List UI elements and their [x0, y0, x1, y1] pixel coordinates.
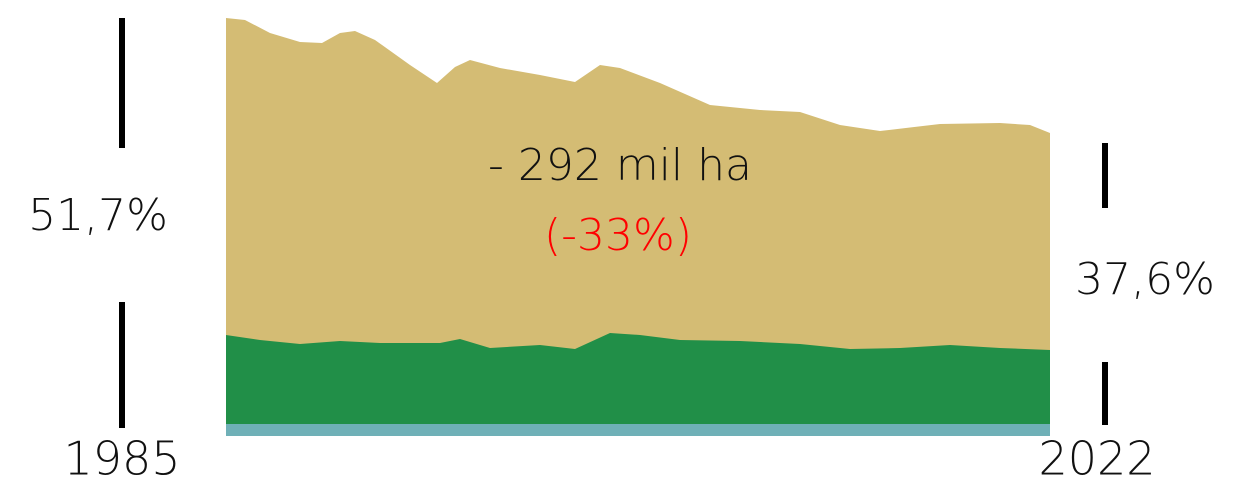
- area-water: [226, 424, 1050, 436]
- end-year: 2022: [1038, 432, 1155, 486]
- change-percent: (-33%): [544, 210, 692, 261]
- start-share: 51,7%: [28, 190, 168, 241]
- change-label: - 292 mil ha: [488, 140, 752, 191]
- area-green: [226, 333, 1050, 436]
- area-tan: [226, 18, 1050, 436]
- start-year: 1985: [63, 432, 180, 486]
- end-share: 37,6%: [1075, 254, 1215, 305]
